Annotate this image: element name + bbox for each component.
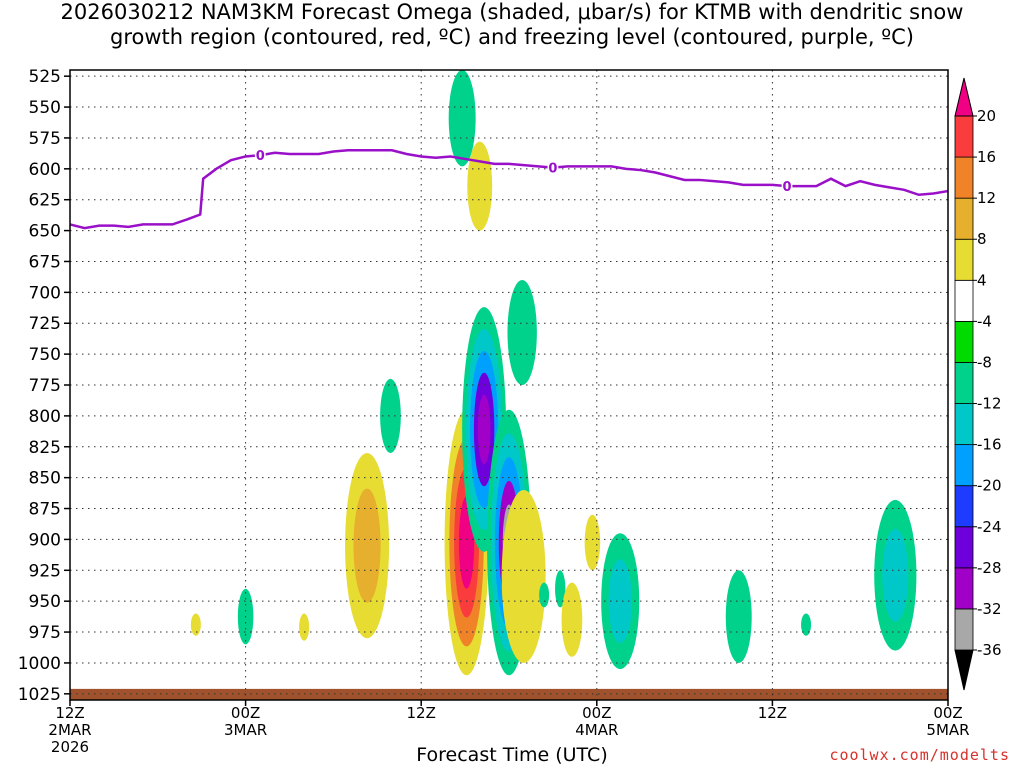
x-tick-date-0: 2MAR [48, 721, 91, 739]
freezing-level-contour: 0 0 0 [69, 148, 949, 230]
colorbar-low-arrow [954, 649, 974, 691]
colorbar-bin-7 [954, 362, 974, 404]
omega-area-3-level-1 [353, 488, 381, 603]
y-tick-label-800: 800 [29, 407, 61, 427]
omega-area-12-level-0 [539, 582, 550, 608]
y-tick-label-750: 750 [29, 345, 61, 365]
y-tick-label-975: 975 [29, 623, 61, 643]
credit-link[interactable]: coolwx.com/modelts [829, 746, 1010, 764]
x-tick-label-3: 00Z [582, 704, 611, 722]
x-tick-date-5: 5MAR [926, 721, 969, 739]
omega-area-4-level-0 [380, 378, 401, 453]
y-tick-label-950: 950 [29, 592, 61, 612]
colorbar-label-0: -36 [977, 641, 1002, 659]
colorbar-bin-6 [954, 403, 974, 446]
omega-area-14-level-0 [561, 582, 583, 657]
colorbar-label-8: -4 [977, 312, 992, 330]
grid-lines [70, 70, 948, 700]
colorbar-label-11: 12 [977, 189, 996, 207]
y-tick-label-850: 850 [29, 469, 61, 489]
colorbar-bin-1 [954, 608, 974, 651]
x-axis-label: Forecast Time (UTC) [416, 744, 608, 766]
y-tick-label-675: 675 [29, 252, 61, 272]
colorbar-bin-8 [954, 320, 974, 363]
colorbar-label-13: 20 [977, 107, 996, 125]
ground-surface [70, 688, 948, 700]
freezing-level-label-1: 0 [548, 162, 557, 177]
colorbar-label-10: 8 [977, 230, 987, 248]
omega-area-11-level-0 [501, 490, 546, 663]
y-tick-label-900: 900 [29, 530, 61, 550]
y-axis: 525 550 575 600 625 650 675 700 725 750 775 800 825 8… [18, 67, 70, 705]
y-tick-label-1025: 1025 [18, 685, 61, 705]
y-tick-label-875: 875 [29, 500, 61, 520]
y-tick-label-550: 550 [29, 98, 61, 118]
colorbar-bin-5 [954, 444, 974, 487]
omega-area-15-level-0 [584, 514, 601, 571]
omega-area-16-level-1 [608, 559, 632, 643]
colorbar-label-7: -8 [977, 353, 992, 371]
omega-area-1-level-0 [190, 613, 201, 636]
x-tick-label-5: 00Z [933, 704, 962, 722]
title-line-1: 2026030212 NAM3KM Forecast Omega (shaded… [60, 0, 964, 24]
colorbar-label-4: -20 [977, 477, 1002, 495]
x-tick-date-1: 3MAR [224, 721, 267, 739]
ground-layer [70, 688, 948, 700]
omega-shading [190, 70, 917, 676]
colorbar-label-2: -28 [977, 559, 1002, 577]
omega-area-19-level-1 [882, 528, 909, 622]
omega-area-10-level-0 [507, 280, 537, 385]
omega-area-5-level-0 [448, 70, 476, 167]
y-tick-label-600: 600 [29, 160, 61, 180]
x-tick-label-4: 12Z [758, 704, 787, 722]
chart-title: 2026030212 NAM3KM Forecast Omega (shaded… [0, 0, 1024, 50]
colorbar-bin-2 [954, 567, 974, 610]
colorbar-label-3: -24 [977, 518, 1002, 536]
omega-area-17-level-0 [725, 570, 752, 663]
y-tick-label-825: 825 [29, 438, 61, 458]
omega-area-8-level-4 [477, 394, 491, 465]
title-line-2: growth region (contoured, red, ºC) and f… [110, 25, 914, 49]
colorbar-high-arrow [954, 77, 974, 117]
y-tick-label-1000: 1000 [18, 654, 61, 674]
colorbar-bin-3 [954, 526, 974, 569]
x-tick-label-1: 00Z [231, 704, 260, 722]
colorbar-bin-13 [954, 115, 974, 158]
colorbar-label-12: 16 [977, 148, 996, 166]
y-tick-label-525: 525 [29, 67, 61, 87]
colorbar-bin-11 [954, 197, 974, 240]
y-tick-label-700: 700 [29, 283, 61, 303]
x-tick-date-3: 4MAR [575, 721, 618, 739]
omega-area-18-level-0 [801, 613, 812, 636]
omega-area-6-level-0 [467, 141, 493, 231]
y-tick-label-775: 775 [29, 376, 61, 396]
colorbar-label-9: 4 [977, 271, 987, 289]
colorbar-label-5: -16 [977, 436, 1002, 454]
freezing-level-label-2: 0 [783, 180, 792, 195]
omega-area-13-level-0 [555, 570, 566, 608]
colorbar-bin-10 [954, 238, 974, 281]
colorbar-bin-12 [954, 156, 974, 199]
x-tick-label-0: 12Z [55, 704, 84, 722]
colorbar: -36 -32 -28 -24 -20 -16 -12 -8 -4 4 8 12 16 20 [954, 77, 1002, 691]
freezing-level-line [69, 149, 949, 230]
y-tick-label-650: 650 [29, 222, 61, 242]
y-tick-label-925: 925 [29, 561, 61, 581]
colorbar-bin-4 [954, 485, 974, 528]
x-tick-label-2: 12Z [407, 704, 436, 722]
colorbar-label-1: -32 [977, 600, 1002, 618]
x-tick-year-0: 2026 [51, 738, 89, 756]
y-tick-label-725: 725 [29, 314, 61, 334]
colorbar-label-6: -12 [977, 395, 1002, 413]
colorbar-bin-9 [954, 279, 974, 322]
y-tick-label-575: 575 [29, 129, 61, 149]
omega-area-2-level-0 [299, 613, 310, 641]
freezing-level-label-0: 0 [256, 149, 265, 164]
y-tick-label-625: 625 [29, 191, 61, 211]
